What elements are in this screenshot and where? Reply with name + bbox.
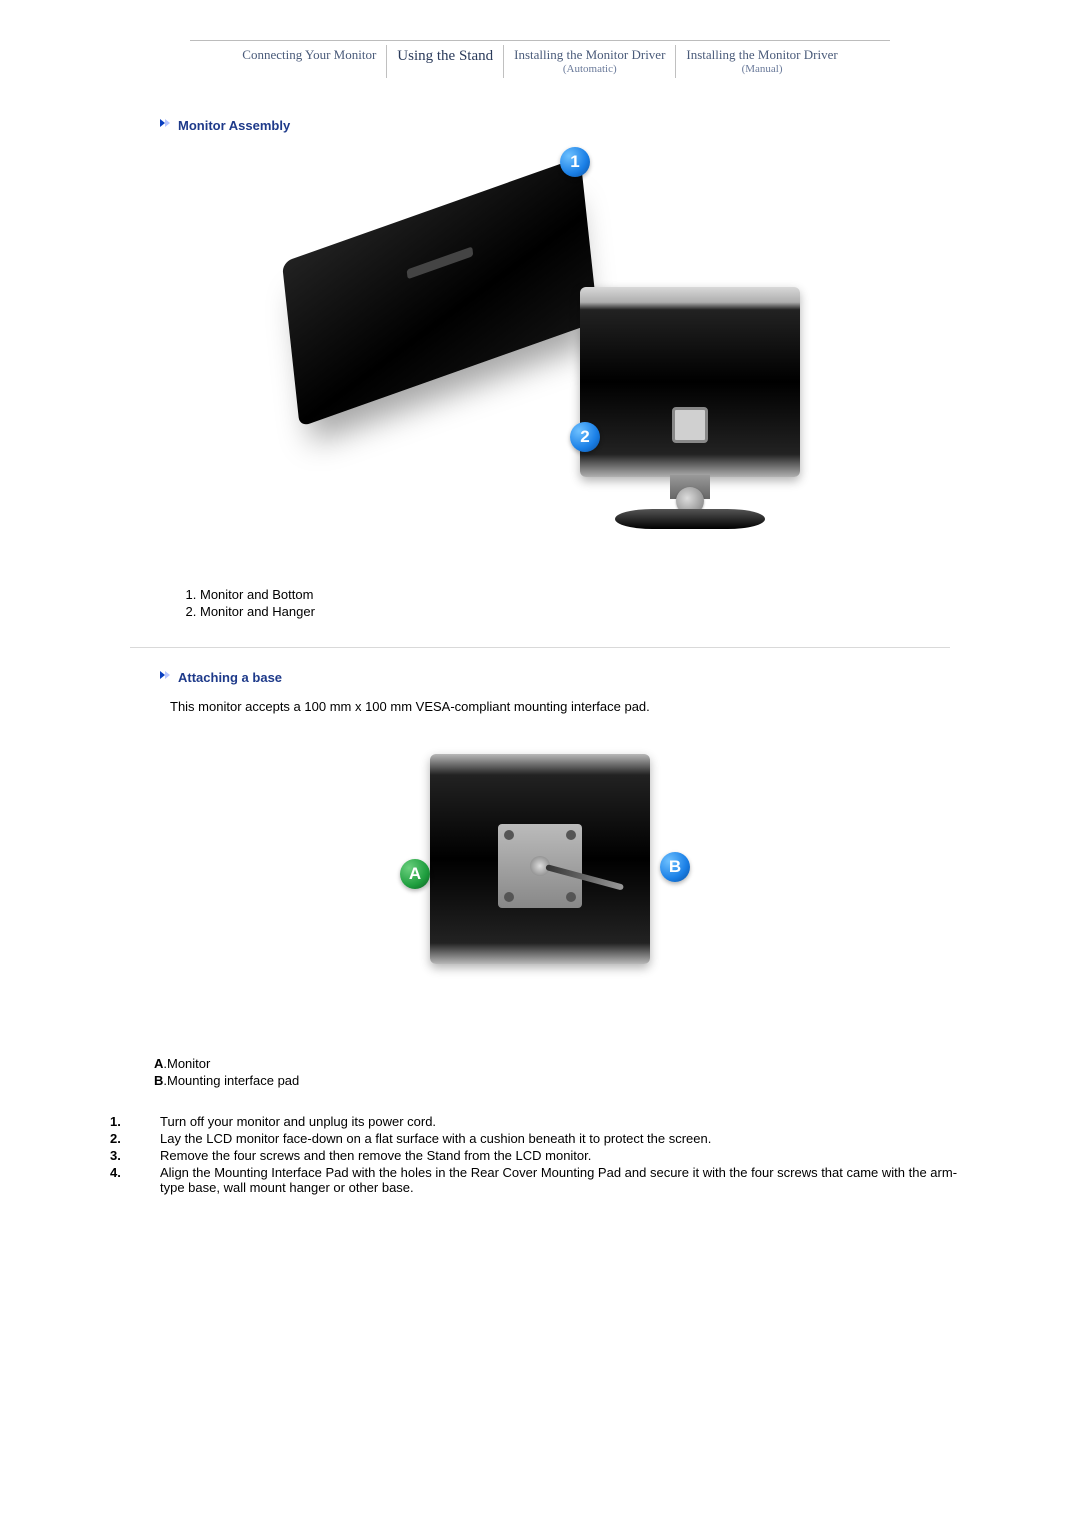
steps-list: 1. Turn off your monitor and unplug its … [110,1114,960,1195]
step-number: 2. [110,1131,132,1146]
badge-b: B [660,852,690,882]
section-title: Monitor Assembly [178,118,290,133]
illustration-base: A B [110,714,970,1054]
intro-text: This monitor accepts a 100 mm x 100 mm V… [170,699,970,714]
step-number: 3. [110,1148,132,1163]
step-row: 1. Turn off your monitor and unplug its … [110,1114,960,1129]
badge-a: A [400,859,430,889]
standing-monitor-graphic [570,287,810,537]
chevron-icon [160,671,172,683]
list-item: Monitor and Hanger [200,604,970,619]
legend-value: .Mounting interface pad [163,1073,299,1088]
section-header-assembly: Monitor Assembly [160,118,970,133]
step-text: Lay the LCD monitor face-down on a flat … [160,1131,960,1146]
tab-using-stand[interactable]: Using the Stand [386,45,503,78]
legend-row: B.Mounting interface pad [154,1073,970,1088]
callout-1: 1 [560,147,590,177]
divider [130,647,950,648]
legend-value: .Monitor [163,1056,210,1071]
callout-2: 2 [570,422,600,452]
list-item: Monitor and Bottom [200,587,970,602]
step-text: Turn off your monitor and unplug its pow… [160,1114,960,1129]
tab-sublabel: (Automatic) [514,63,665,76]
section-title: Attaching a base [178,670,282,685]
tab-connecting[interactable]: Connecting Your Monitor [232,45,386,78]
vesa-plate-graphic [498,824,582,908]
page: Connecting Your Monitor Using the Stand … [0,0,1080,1257]
tab-row: Connecting Your Monitor Using the Stand … [190,40,890,78]
tab-install-auto[interactable]: Installing the Monitor Driver (Automatic… [503,45,675,78]
step-text: Align the Mounting Interface Pad with th… [160,1165,960,1195]
assembly-list: Monitor and Bottom Monitor and Hanger [180,587,970,647]
tab-label: Installing the Monitor Driver [514,47,665,62]
chevron-icon [160,119,172,131]
step-text: Remove the four screws and then remove t… [160,1148,960,1163]
illustration-assembly: 1 2 [110,137,970,567]
step-row: 4. Align the Mounting Interface Pad with… [110,1165,960,1195]
legend-row: A.Monitor [154,1056,970,1071]
legend-key: A [154,1056,163,1071]
section-header-base: Attaching a base [160,670,970,685]
content: Monitor Assembly 1 2 Monitor [110,78,970,1195]
ab-legend: A.Monitor B.Mounting interface pad [154,1056,970,1088]
step-number: 4. [110,1165,132,1195]
step-row: 2. Lay the LCD monitor face-down on a fl… [110,1131,960,1146]
tab-label: Installing the Monitor Driver [686,47,837,62]
flat-monitor-graphic [282,157,598,427]
legend-key: B [154,1073,163,1088]
tab-install-manual[interactable]: Installing the Monitor Driver (Manual) [675,45,847,78]
step-number: 1. [110,1114,132,1129]
tab-sublabel: (Manual) [686,63,837,76]
step-row: 3. Remove the four screws and then remov… [110,1148,960,1163]
